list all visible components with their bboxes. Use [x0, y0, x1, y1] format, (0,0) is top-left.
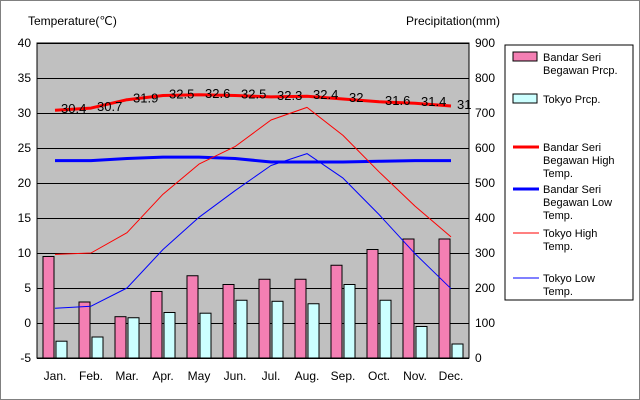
- left-tick-label: 30: [18, 106, 32, 120]
- right-tick-label: 0: [475, 351, 482, 365]
- left-tick-label: 40: [18, 36, 32, 50]
- bar: [330, 264, 343, 359]
- data-label: 31: [457, 97, 471, 112]
- bar: [294, 278, 307, 359]
- data-label: 31.4: [421, 94, 446, 109]
- x-tick-label: Apr.: [152, 369, 173, 383]
- bar: [78, 301, 91, 359]
- x-tick-label: Jun.: [224, 369, 247, 383]
- plot-area: -505101520253035400100200300400500600700…: [18, 36, 496, 383]
- legend-label: Begawan High: [543, 155, 615, 167]
- legend-label: Tokyo Prcp.: [543, 94, 600, 106]
- right-tick-label: 900: [475, 36, 495, 50]
- left-tick-label: 20: [18, 176, 32, 190]
- bar: [222, 284, 235, 359]
- bar: [114, 316, 127, 359]
- bar: [55, 340, 68, 359]
- x-tick-label: May: [188, 369, 211, 383]
- bar: [127, 317, 140, 359]
- bar: [366, 249, 379, 359]
- legend-label: Begawan Low: [543, 197, 612, 209]
- legend-label: Temp.: [543, 168, 573, 180]
- legend-label: Bandar Seri: [543, 52, 601, 64]
- legend-box: [504, 44, 634, 301]
- bar: [199, 312, 212, 359]
- right-tick-label: 800: [475, 71, 495, 85]
- bar: [402, 238, 415, 359]
- right-tick-label: 100: [475, 316, 495, 330]
- left-tick-label: 10: [18, 246, 32, 260]
- bar: [379, 299, 392, 359]
- left-tick-label: 25: [18, 141, 32, 155]
- legend-label: Tokyo High: [543, 228, 597, 240]
- left-tick-label: -5: [20, 351, 31, 365]
- data-label: 30.7: [97, 99, 122, 114]
- data-label: 31.9: [133, 91, 158, 106]
- series-line: [54, 106, 452, 255]
- bar: [150, 291, 163, 359]
- series-line: [55, 155, 451, 164]
- bar: [343, 284, 356, 359]
- bar: [163, 312, 176, 359]
- data-label: 32.3: [277, 88, 302, 103]
- legend-label: Bandar Seri: [543, 142, 601, 154]
- x-tick-label: Dec.: [439, 369, 464, 383]
- data-label: 32.5: [169, 87, 194, 102]
- left-axis-title: Temperature(℃): [28, 14, 117, 28]
- right-tick-label: 200: [475, 281, 495, 295]
- x-tick-label: Mar.: [115, 369, 138, 383]
- left-tick-label: 35: [18, 71, 32, 85]
- data-label: 31.6: [385, 93, 410, 108]
- x-tick-label: Jul.: [262, 369, 281, 383]
- legend-label: Begawan Prcp.: [543, 65, 618, 77]
- legend-label: Temp.: [543, 286, 573, 298]
- right-tick-label: 700: [475, 106, 495, 120]
- data-label: 32.6: [205, 86, 230, 101]
- data-label: 30.4: [61, 101, 86, 116]
- x-tick-label: Nov.: [403, 369, 427, 383]
- right-tick-label: 600: [475, 141, 495, 155]
- right-axis-title: Precipitation(mm): [406, 14, 500, 28]
- right-tick-label: 300: [475, 246, 495, 260]
- data-label: 32.5: [241, 87, 266, 102]
- x-tick-label: Aug.: [295, 369, 320, 383]
- legend-label: Tokyo Low: [543, 273, 595, 285]
- bar: [415, 326, 428, 359]
- x-tick-label: Feb.: [79, 369, 103, 383]
- bar: [307, 303, 320, 359]
- legend-label: Temp.: [543, 241, 573, 253]
- series-line: [54, 93, 452, 112]
- legend-swatch: [512, 51, 538, 62]
- right-tick-label: 400: [475, 211, 495, 225]
- bar: [91, 336, 104, 359]
- data-label: 32.4: [313, 87, 338, 102]
- legend-label: Bandar Seri: [543, 184, 601, 196]
- left-tick-label: 0: [24, 316, 31, 330]
- bar: [271, 300, 284, 359]
- bar: [258, 278, 271, 359]
- x-tick-label: Oct.: [368, 369, 390, 383]
- bar: [235, 299, 248, 359]
- series-line: [54, 153, 452, 309]
- legend-label: Temp.: [543, 210, 573, 222]
- data-label: 32: [349, 90, 363, 105]
- x-tick-label: Sep.: [331, 369, 356, 383]
- bar: [451, 343, 464, 359]
- bar: [186, 275, 199, 359]
- right-tick-label: 500: [475, 176, 495, 190]
- bar: [438, 238, 451, 359]
- legend-swatch: [512, 93, 538, 104]
- left-tick-label: 15: [18, 211, 32, 225]
- bar: [42, 256, 55, 359]
- left-tick-label: 5: [24, 281, 31, 295]
- x-tick-label: Jan.: [44, 369, 67, 383]
